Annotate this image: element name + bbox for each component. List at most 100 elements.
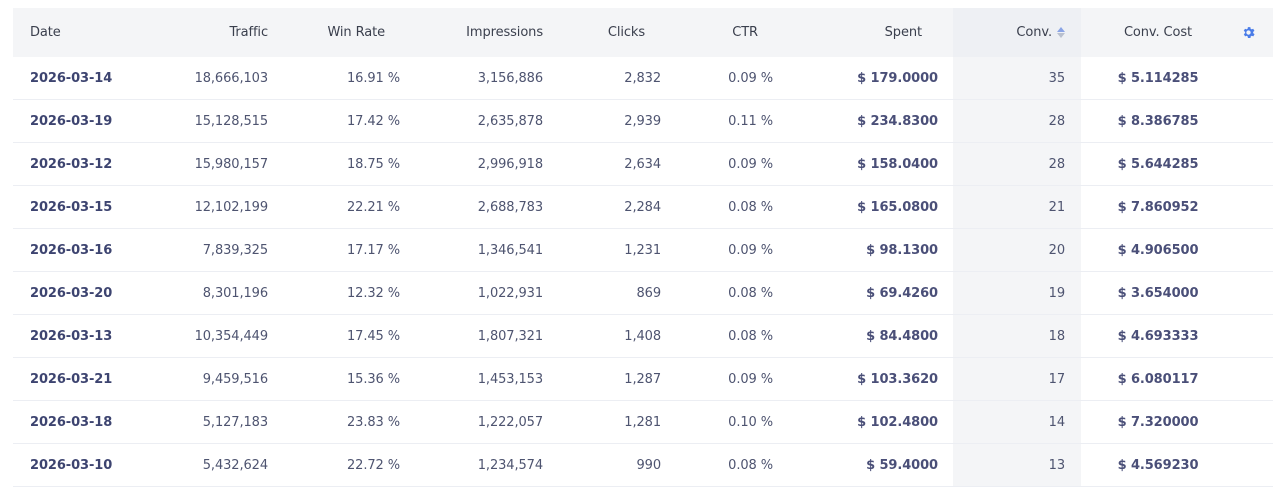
cell-date[interactable]: 2026-03-15 — [30, 199, 113, 215]
cell-date[interactable]: 2026-03-12 — [30, 156, 113, 172]
cell-ctr: 0.10 % — [728, 414, 773, 430]
cell-date[interactable]: 2026-03-14 — [30, 70, 113, 86]
header-conv[interactable]: Conv. — [953, 8, 1065, 57]
cell-spent: $ 102.4800 — [857, 414, 938, 430]
cell-conv-cost: $ 6.080117 — [1117, 371, 1199, 387]
cell-date[interactable]: 2026-03-16 — [30, 242, 113, 258]
cell-traffic: 5,127,183 — [202, 414, 268, 430]
table-body: 2026-03-14 18,666,103 16.91 % 3,156,886 2,83… — [13, 57, 1273, 487]
cell-ctr: 0.08 % — [728, 285, 773, 301]
cell-win-rate: 15.36 % — [346, 371, 400, 387]
table-row: 2026-03-13 10,354,449 17.45 % 1,807,321 1,40… — [13, 315, 1273, 358]
cell-win-rate: 17.17 % — [346, 242, 400, 258]
cell-impressions: 1,022,931 — [477, 285, 543, 301]
cell-spent: $ 158.0400 — [857, 156, 938, 172]
cell-traffic: 8,301,196 — [202, 285, 268, 301]
cell-ctr: 0.09 % — [728, 371, 773, 387]
cell-traffic: 5,432,624 — [202, 457, 268, 473]
cell-traffic: 18,666,103 — [194, 70, 269, 86]
header-conv-label: Conv. — [1016, 25, 1052, 40]
cell-impressions: 1,234,574 — [477, 457, 543, 473]
cell-ctr: 0.09 % — [728, 156, 773, 172]
cell-clicks: 1,281 — [624, 414, 661, 430]
cell-spent: $ 179.0000 — [857, 70, 938, 86]
table-row: 2026-03-16 7,839,325 17.17 % 1,346,541 1,231… — [13, 229, 1273, 272]
cell-conv-cost: $ 8.386785 — [1117, 113, 1199, 129]
cell-win-rate: 16.91 % — [346, 70, 400, 86]
cell-conv-cost: $ 4.906500 — [1117, 242, 1199, 258]
cell-clicks: 2,939 — [624, 113, 661, 129]
cell-impressions: 1,346,541 — [477, 242, 543, 258]
cell-win-rate: 18.75 % — [346, 156, 400, 172]
cell-conv-cost: $ 7.860952 — [1117, 199, 1199, 215]
cell-conv-cost: $ 4.569230 — [1117, 457, 1199, 473]
table-row: 2026-03-18 5,127,183 23.83 % 1,222,057 1,281… — [13, 401, 1273, 444]
conv-column-highlight — [953, 186, 1081, 228]
conv-column-highlight — [953, 229, 1081, 271]
cell-ctr: 0.08 % — [728, 457, 773, 473]
cell-clicks: 869 — [636, 285, 661, 301]
header-win-rate[interactable]: Win Rate — [327, 25, 385, 40]
cell-date[interactable]: 2026-03-13 — [30, 328, 113, 344]
cell-conv-cost: $ 4.693333 — [1117, 328, 1199, 344]
sort-icon[interactable] — [1057, 27, 1065, 38]
conv-column-highlight — [953, 100, 1081, 142]
cell-ctr: 0.09 % — [728, 70, 773, 86]
cell-date[interactable]: 2026-03-19 — [30, 113, 113, 129]
cell-conv: 13 — [1048, 457, 1065, 473]
cell-ctr: 0.08 % — [728, 199, 773, 215]
header-date[interactable]: Date — [30, 25, 61, 40]
cell-traffic: 7,839,325 — [202, 242, 268, 258]
table-row: 2026-03-10 5,432,624 22.72 % 1,234,574 990 0.… — [13, 444, 1273, 487]
header-clicks[interactable]: Clicks — [607, 25, 645, 40]
cell-win-rate: 22.72 % — [346, 457, 400, 473]
cell-clicks: 1,408 — [624, 328, 661, 344]
cell-win-rate: 22.21 % — [346, 199, 400, 215]
cell-conv-cost: $ 3.654000 — [1117, 285, 1199, 301]
cell-date[interactable]: 2026-03-21 — [30, 371, 113, 387]
cell-conv-cost: $ 7.320000 — [1117, 414, 1199, 430]
cell-conv: 18 — [1048, 328, 1065, 344]
cell-traffic: 15,128,515 — [194, 113, 269, 129]
header-ctr[interactable]: CTR — [732, 25, 758, 40]
cell-spent: $ 98.1300 — [866, 242, 938, 258]
cell-spent: $ 103.3620 — [857, 371, 938, 387]
table-row: 2026-03-21 9,459,516 15.36 % 1,453,153 1,287… — [13, 358, 1273, 401]
cell-ctr: 0.11 % — [728, 113, 773, 129]
cell-impressions: 3,156,886 — [477, 70, 543, 86]
header-conv-cost[interactable]: Conv. Cost — [1123, 25, 1193, 40]
cell-clicks: 2,832 — [624, 70, 661, 86]
cell-date[interactable]: 2026-03-20 — [30, 285, 113, 301]
cell-conv: 19 — [1048, 285, 1065, 301]
cell-conv: 28 — [1048, 156, 1065, 172]
cell-conv-cost: $ 5.114285 — [1117, 70, 1199, 86]
cell-conv: 17 — [1048, 371, 1065, 387]
cell-spent: $ 84.4800 — [866, 328, 938, 344]
table-row: 2026-03-15 12,102,199 22.21 % 2,688,783 2,28… — [13, 186, 1273, 229]
table-header: Date Traffic Win Rate Impressions Clicks… — [13, 8, 1273, 57]
cell-clicks: 2,634 — [624, 156, 661, 172]
cell-date[interactable]: 2026-03-10 — [30, 457, 113, 473]
cell-conv: 35 — [1048, 70, 1065, 86]
cell-traffic: 9,459,516 — [202, 371, 268, 387]
header-traffic[interactable]: Traffic — [229, 25, 268, 40]
header-impressions[interactable]: Impressions — [466, 25, 543, 40]
conv-column-highlight — [953, 143, 1081, 185]
header-spent[interactable]: Spent — [884, 25, 922, 40]
cell-traffic: 10,354,449 — [194, 328, 269, 344]
cell-spent: $ 59.4000 — [866, 457, 938, 473]
cell-clicks: 1,231 — [624, 242, 661, 258]
conv-column-highlight — [953, 272, 1081, 314]
cell-impressions: 1,807,321 — [477, 328, 543, 344]
cell-conv: 20 — [1048, 242, 1065, 258]
table-row: 2026-03-12 15,980,157 18.75 % 2,996,918 2,63… — [13, 143, 1273, 186]
table-row: 2026-03-19 15,128,515 17.42 % 2,635,878 2,93… — [13, 100, 1273, 143]
cell-traffic: 12,102,199 — [194, 199, 269, 215]
report-table: Date Traffic Win Rate Impressions Clicks… — [13, 8, 1273, 487]
gear-icon[interactable] — [1241, 8, 1256, 57]
cell-conv: 14 — [1048, 414, 1065, 430]
cell-clicks: 2,284 — [624, 199, 661, 215]
cell-impressions: 2,688,783 — [477, 199, 543, 215]
conv-column-highlight — [953, 8, 1081, 57]
cell-date[interactable]: 2026-03-18 — [30, 414, 113, 430]
